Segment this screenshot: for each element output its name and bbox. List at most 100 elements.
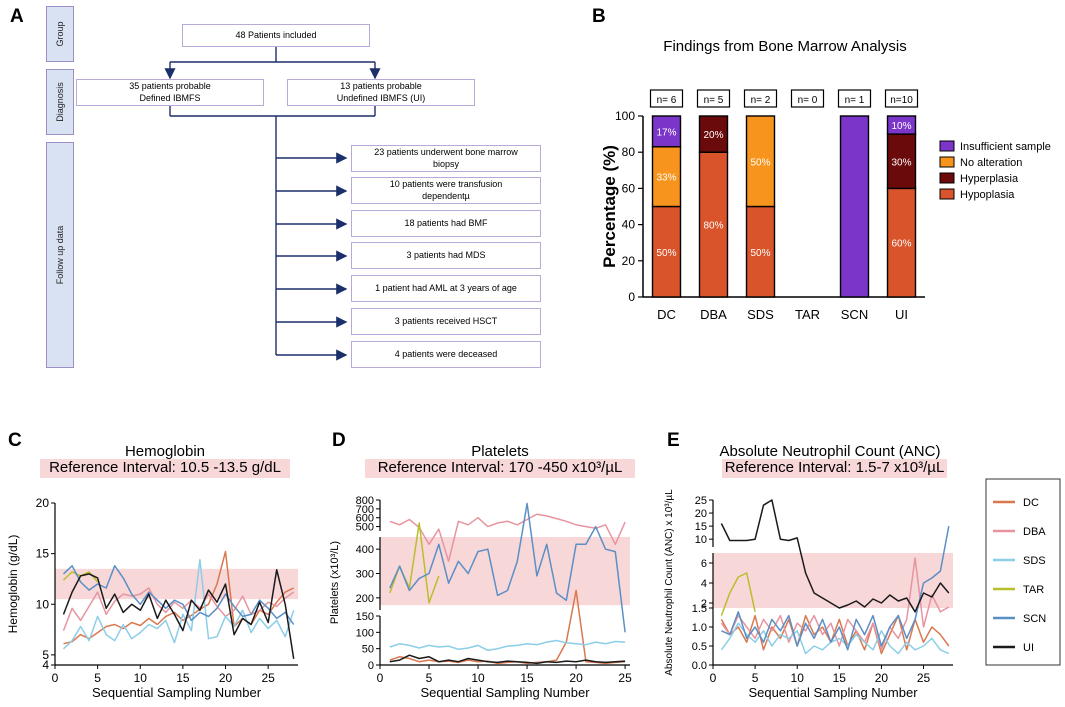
x-tick-label: SDS (747, 307, 774, 322)
legend-label: Hyperplasia (960, 173, 1019, 185)
hemoglobin-title: Hemoglobin (124, 443, 206, 460)
bar-segment (839, 115, 870, 298)
followup-box: 3 patients received HSCT (351, 308, 541, 335)
x-tick-label: 10 (791, 671, 805, 685)
followup-line1: 1 patient had AML at 3 years of age (375, 282, 517, 293)
x-tick-label: 5 (94, 671, 101, 685)
y-tick-label: 15 (695, 521, 707, 533)
y-axis-label: Hemoglobin (g/dL) (6, 535, 20, 634)
y-tick-label: 1.5 (692, 603, 707, 615)
panel-label-d: D (332, 430, 346, 451)
anc-reference: Reference Interval: 1.5-7 x10³/µL (722, 459, 947, 478)
y-tick-label: 100 (615, 109, 635, 123)
data-label: 17% (656, 127, 676, 138)
x-tick-label: 25 (261, 671, 275, 685)
x-axis-label: Sequential Sampling Number (92, 685, 262, 700)
reference-band (380, 537, 630, 606)
x-tick-label: 10 (471, 671, 485, 685)
followup-line2: biopsy (432, 158, 459, 169)
legend-line-label: TAR (1023, 584, 1044, 596)
bar-segment (651, 205, 682, 298)
y-tick-label: 20 (695, 508, 707, 520)
series-line-dc (720, 614, 950, 655)
x-tick-label: 5 (752, 671, 759, 685)
series-line-dba (389, 513, 626, 563)
n-label: n=10 (890, 95, 913, 106)
y-tick-label: 100 (356, 627, 374, 639)
series-line-sds (62, 558, 295, 650)
platelets-reference: Reference Interval: 170 -450 x10³/µL (365, 459, 635, 478)
y-tick-label: 15 (36, 547, 50, 561)
data-label: 20% (703, 130, 723, 141)
x-tick-label: UI (895, 307, 908, 322)
panel-label-a: A (10, 6, 24, 27)
y-tick-label: 800 (356, 495, 374, 507)
legend-swatch (939, 140, 955, 152)
side-label-group: Group (46, 6, 74, 62)
data-label: 33% (656, 173, 676, 184)
y-tick-label: 400 (356, 544, 374, 556)
y-tick-label: 5 (42, 648, 49, 662)
x-tick-label: 5 (426, 671, 433, 685)
n-label-box (837, 89, 872, 108)
legend-line-label: SDS (1023, 555, 1046, 567)
y-tick-label: 20 (36, 496, 50, 510)
y-tick-label: 600 (356, 513, 374, 525)
y-axis-label: Percentage (%) (600, 145, 619, 268)
line-legend: DC DBA SDS TAR SCN UI (985, 478, 1061, 666)
series-line-scn (62, 565, 295, 625)
platelets-title: Platelets (471, 443, 529, 460)
x-axis-label: Sequential Sampling Number (420, 685, 590, 700)
legend-label: Insufficient sample (960, 141, 1051, 153)
panel-label-b: B (592, 6, 606, 27)
n-label-box (884, 89, 919, 108)
y-tick-label: 4 (701, 578, 707, 590)
data-label: 50% (656, 248, 676, 259)
data-label: 10% (891, 121, 911, 132)
legend-line-label: DBA (1023, 526, 1046, 538)
y-tick-label: 0.5 (692, 641, 707, 653)
box-undefined-line1: 13 patients probable (340, 80, 422, 91)
y-tick-label: 1.0 (692, 622, 707, 634)
series-line-sds (389, 639, 626, 652)
bar-segment (745, 115, 776, 208)
legend-label: Hypoplasia (960, 189, 1015, 201)
side-label-follow-up: Follow up data (46, 142, 74, 368)
n-label: n= 2 (751, 95, 771, 106)
followup-box: 1 patient had AML at 3 years of age (351, 275, 541, 302)
legend-swatch (939, 172, 955, 184)
n-label: n= 1 (845, 95, 865, 106)
y-tick-label: 50 (362, 644, 374, 656)
y-tick-label: 80 (622, 145, 636, 159)
x-tick-label: 15 (833, 671, 847, 685)
followup-box: 23 patients underwent bone marrow biopsy (351, 145, 541, 172)
x-tick-label: 20 (569, 671, 583, 685)
bar-segment (651, 115, 682, 148)
bar-segment (745, 205, 776, 298)
legend-swatch (939, 156, 955, 168)
y-tick-label: 0 (368, 660, 374, 672)
legend-swatch (939, 188, 955, 200)
side-label-diagnosis: Diagnosis (46, 69, 74, 135)
series-line-tar (720, 572, 756, 616)
x-tick-label: 25 (618, 671, 632, 685)
followup-box: 4 patients were deceased (351, 341, 541, 368)
box-defined-ibmfs: 35 patients probable Defined IBMFS (76, 79, 264, 106)
y-tick-label: 0 (628, 290, 635, 304)
y-tick-label: 200 (356, 593, 374, 605)
x-tick-label: DC (657, 307, 676, 322)
y-tick-label: 4 (42, 658, 49, 672)
y-tick-label: 300 (356, 569, 374, 581)
y-tick-label: 20 (622, 254, 636, 268)
followup-line1: 3 patients received HSCT (394, 315, 498, 326)
data-label: 80% (703, 221, 723, 232)
y-axis-label: Platelets (x10³/L) (329, 541, 341, 624)
bone-marrow-bar-chart: Findings from Bone Marrow Analysis Percen… (600, 38, 1051, 322)
followup-line1: 4 patients were deceased (394, 348, 498, 359)
followup-line2: dependentµ (422, 190, 470, 201)
box-undefined-ibmfs: 13 patients probable Undefined IBMFS (UI) (287, 79, 475, 106)
x-tick-label: 0 (377, 671, 384, 685)
bar-segment (651, 146, 682, 208)
